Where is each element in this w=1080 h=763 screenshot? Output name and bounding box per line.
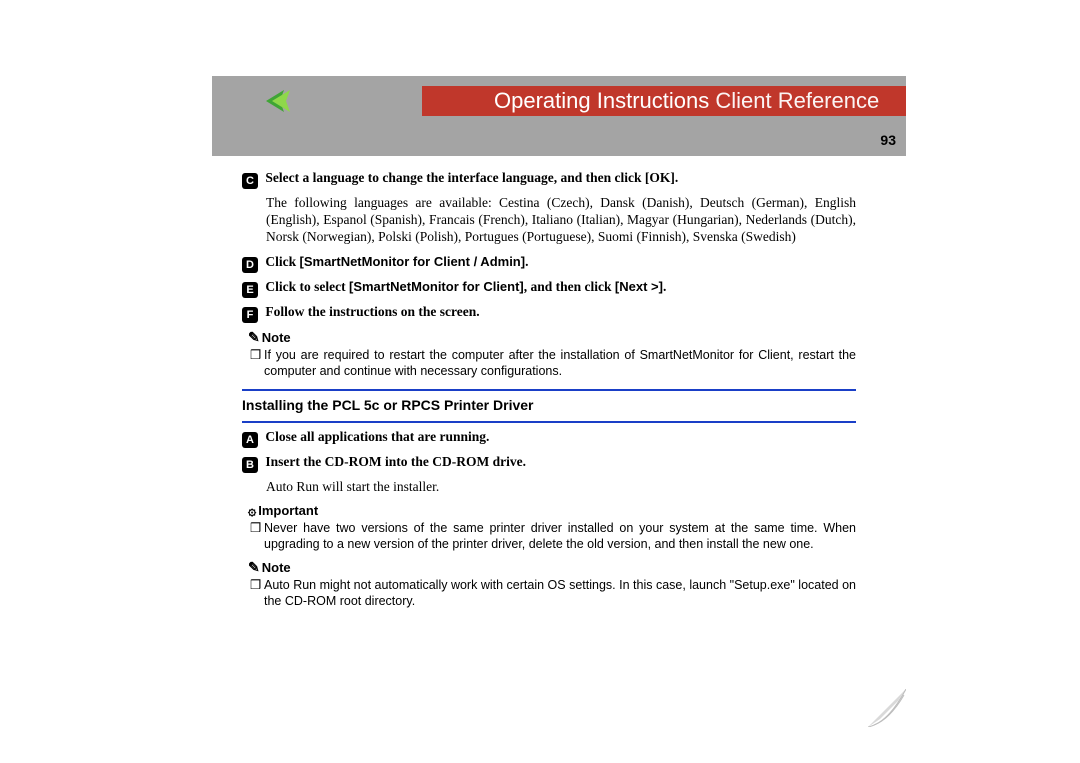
note-2-text: ❒Auto Run might not automatically work w… (264, 578, 856, 609)
step-f: F Follow the instructions on the screen. (242, 304, 856, 323)
page-content: C Select a language to change the interf… (242, 170, 856, 713)
step-number-d: D (242, 257, 258, 273)
step-number-b: B (242, 457, 258, 473)
step-number-e: E (242, 282, 258, 298)
section-divider-top (242, 389, 856, 391)
step-c-body: The following languages are available: C… (266, 195, 856, 246)
header-bar: Operating Instructions Client Reference … (212, 76, 906, 156)
important-bullet-icon: ❒ (250, 521, 264, 537)
note-bullet-icon: ❒ (250, 578, 264, 594)
step-c-text: Select a language to change the interfac… (265, 170, 678, 185)
important-text: ❒Never have two versions of the same pri… (264, 521, 856, 552)
important-label: ۞Important (248, 502, 856, 520)
pencil-icon: ✎ (248, 329, 260, 345)
page-curl-icon (868, 689, 906, 727)
step-e-text: Click to select [SmartNetMonitor for Cli… (265, 279, 666, 294)
title-band: Operating Instructions Client Reference (422, 86, 906, 116)
step-f-text: Follow the instructions on the screen. (265, 304, 479, 319)
step-a: A Close all applications that are runnin… (242, 429, 856, 448)
step-number-c: C (242, 173, 258, 189)
step-b-body: Auto Run will start the installer. (266, 479, 856, 496)
section-title: Installing the PCL 5c or RPCS Printer Dr… (242, 397, 856, 415)
step-d: D Click [SmartNetMonitor for Client / Ad… (242, 254, 856, 273)
step-d-text: Click [SmartNetMonitor for Client / Admi… (265, 254, 528, 269)
pencil-icon: ✎ (248, 559, 260, 575)
step-e: E Click to select [SmartNetMonitor for C… (242, 279, 856, 298)
step-number-a: A (242, 432, 258, 448)
gear-icon: ۞ (248, 502, 256, 518)
step-c: C Select a language to change the interf… (242, 170, 856, 189)
step-b-text: Insert the CD-ROM into the CD-ROM drive. (265, 454, 526, 469)
step-number-f: F (242, 307, 258, 323)
note-1-label: ✎Note (248, 329, 856, 347)
section-divider-bottom (242, 421, 856, 423)
page-number: 93 (880, 132, 896, 148)
back-arrow-icon[interactable] (260, 88, 294, 119)
step-b: B Insert the CD-ROM into the CD-ROM driv… (242, 454, 856, 473)
note-bullet-icon: ❒ (250, 348, 264, 364)
step-a-text: Close all applications that are running. (265, 429, 489, 444)
note-1-text: ❒If you are required to restart the comp… (264, 348, 856, 379)
document-page: Operating Instructions Client Reference … (0, 0, 1080, 763)
title-bold: Operating Instructions (494, 88, 709, 113)
note-2-label: ✎Note (248, 559, 856, 577)
title-light: Client Reference (709, 88, 879, 113)
